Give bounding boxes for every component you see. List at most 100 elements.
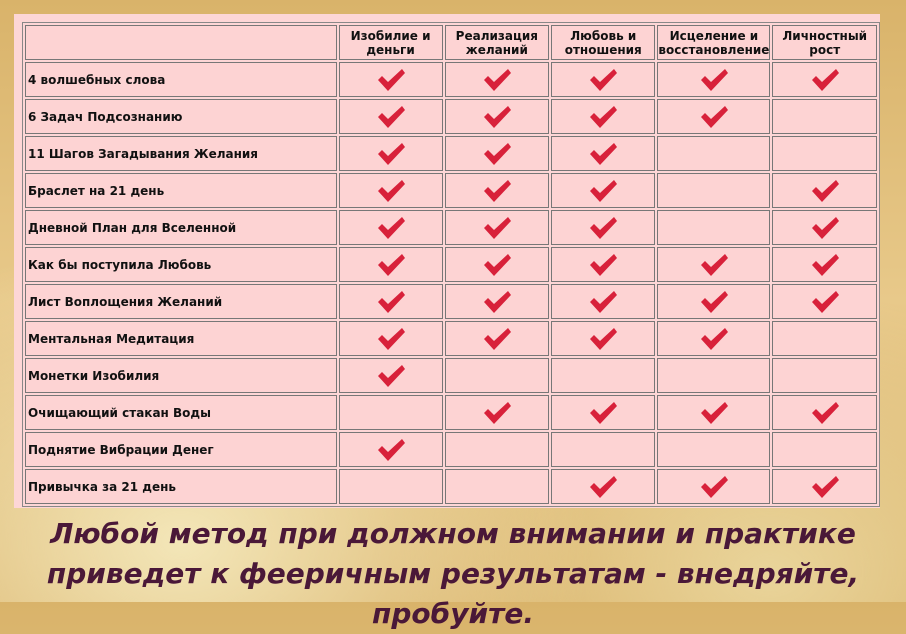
check-mark <box>700 105 728 128</box>
check-mark <box>700 253 728 276</box>
cell <box>338 136 443 171</box>
check-shape <box>811 68 839 91</box>
check-shape <box>590 142 618 165</box>
check-mark <box>811 68 839 91</box>
check-shape <box>811 290 839 313</box>
check-mark <box>700 290 728 313</box>
cell <box>772 284 877 319</box>
row-name: 11 Шагов Загадывания Желания <box>25 136 337 171</box>
check-shape <box>377 253 405 276</box>
cell <box>338 432 443 467</box>
column-header: Изобилие и деньги <box>338 25 443 60</box>
row-name: Дневной План для Вселенной <box>25 210 337 245</box>
row: 6 Задач Подсознанию <box>25 99 877 134</box>
row: Лист Воплощения Желаний <box>25 284 877 319</box>
cell <box>551 395 656 430</box>
check-shape <box>377 327 405 350</box>
check-shape <box>483 327 511 350</box>
check-shape <box>483 105 511 128</box>
check-shape <box>377 179 405 202</box>
check-shape <box>590 105 618 128</box>
check-mark <box>590 105 618 128</box>
row-name: 6 Задач Подсознанию <box>25 99 337 134</box>
cell <box>444 62 550 97</box>
cell <box>657 395 771 430</box>
cell <box>338 284 443 319</box>
check-shape <box>590 216 618 239</box>
check-shape <box>811 475 839 498</box>
cell <box>338 247 443 282</box>
row: Очищающий стакан Воды <box>25 395 877 430</box>
comparison-table: Изобилие и деньги Реализация желаний Любов… <box>22 22 880 507</box>
cell <box>551 284 656 319</box>
check-mark <box>590 327 618 350</box>
check-shape <box>377 364 405 387</box>
check-shape <box>700 105 728 128</box>
check-mark <box>700 401 728 424</box>
check-mark <box>590 253 618 276</box>
cell <box>551 469 656 504</box>
check-mark <box>811 216 839 239</box>
cell <box>657 358 771 393</box>
cell <box>551 432 656 467</box>
check-shape <box>590 290 618 313</box>
check-shape <box>811 253 839 276</box>
cell <box>444 395 550 430</box>
check-shape <box>590 475 618 498</box>
check-shape <box>700 290 728 313</box>
check-shape <box>590 401 618 424</box>
cell <box>444 136 550 171</box>
cell <box>772 173 877 208</box>
check-shape <box>377 438 405 461</box>
check-mark <box>377 253 405 276</box>
row: Привычка за 21 день <box>25 469 877 504</box>
cell <box>444 173 550 208</box>
cell <box>657 99 771 134</box>
check-mark <box>811 401 839 424</box>
cell <box>444 469 550 504</box>
check-mark <box>377 327 405 350</box>
cell <box>772 358 877 393</box>
row: Браслет на 21 день <box>25 173 877 208</box>
check-shape <box>811 216 839 239</box>
cell <box>444 99 550 134</box>
check-mark <box>811 290 839 313</box>
cell <box>657 62 771 97</box>
column-header: Любовь и отношения <box>551 25 656 60</box>
check-shape <box>483 253 511 276</box>
check-shape <box>700 253 728 276</box>
row-name: Привычка за 21 день <box>25 469 337 504</box>
check-shape <box>700 327 728 350</box>
cell <box>444 210 550 245</box>
cell <box>772 469 877 504</box>
check-mark <box>377 142 405 165</box>
check-shape <box>377 290 405 313</box>
cell <box>657 469 771 504</box>
cell <box>338 99 443 134</box>
cell <box>772 99 877 134</box>
check-mark <box>811 179 839 202</box>
cell <box>772 432 877 467</box>
row-name: Монетки Изобилия <box>25 358 337 393</box>
cell <box>657 284 771 319</box>
header-row: Изобилие и деньги Реализация желаний Любов… <box>25 25 877 60</box>
check-shape <box>700 401 728 424</box>
check-shape <box>377 68 405 91</box>
check-shape <box>483 216 511 239</box>
row-name: Как бы поступила Любовь <box>25 247 337 282</box>
cell <box>551 99 656 134</box>
check-mark <box>811 475 839 498</box>
check-shape <box>377 105 405 128</box>
row: Ментальная Медитация <box>25 321 877 356</box>
cell <box>772 62 877 97</box>
cell <box>444 247 550 282</box>
check-mark <box>377 216 405 239</box>
row: Как бы поступила Любовь <box>25 247 877 282</box>
cell <box>551 358 656 393</box>
column-header: Личностный рост <box>772 25 877 60</box>
check-shape <box>590 327 618 350</box>
cell <box>657 173 771 208</box>
check-mark <box>590 216 618 239</box>
corner-cell <box>25 25 337 60</box>
cell <box>338 321 443 356</box>
